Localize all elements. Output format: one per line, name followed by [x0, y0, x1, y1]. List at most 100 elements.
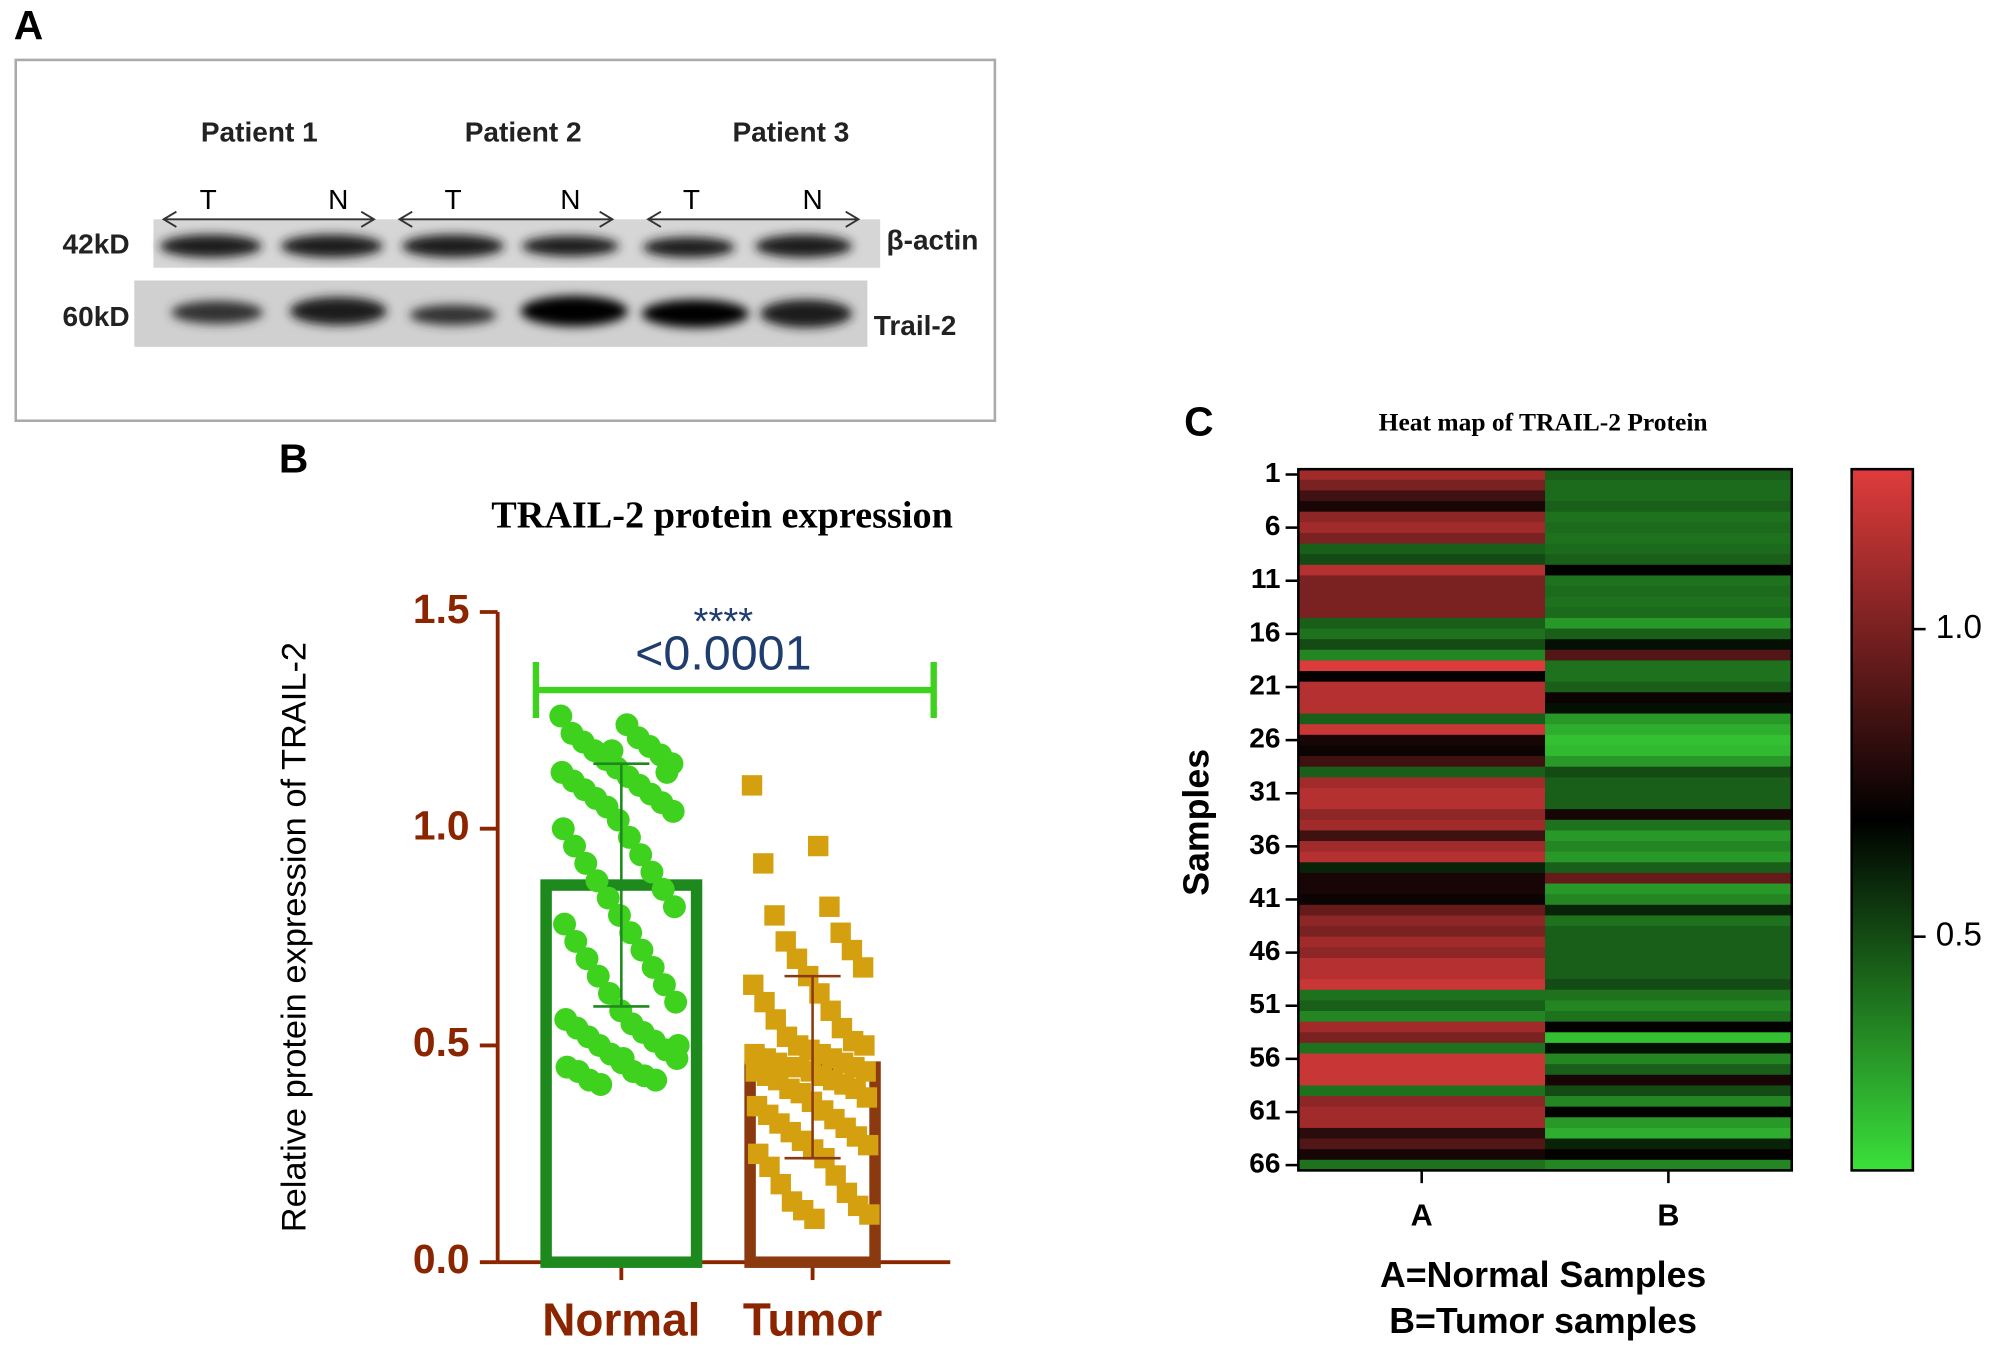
y-tick-label: 61	[1249, 1094, 1280, 1125]
heatmap-cell	[1298, 660, 1546, 672]
y-tick-label: 6	[1265, 510, 1281, 541]
y-tick-label: 41	[1249, 882, 1280, 913]
heatmap-cell	[1545, 989, 1793, 1002]
heatmap-cell	[1298, 724, 1546, 736]
panel-label: B	[279, 435, 308, 481]
data-point	[564, 929, 588, 953]
y-tick-label: 0.5	[413, 1019, 470, 1065]
data-point	[859, 1204, 880, 1225]
heatmap-cell	[1298, 894, 1546, 906]
lane-label: T	[683, 184, 700, 215]
y-tick-label: 16	[1249, 616, 1280, 647]
heatmap-cell	[1545, 1000, 1793, 1012]
bands	[159, 234, 853, 328]
significance-bracket	[532, 661, 937, 719]
heatmap-cell	[1298, 479, 1546, 492]
heatmap-cell	[1545, 596, 1793, 608]
data-point	[619, 921, 643, 945]
heatmap-cell	[1298, 851, 1546, 863]
band	[760, 299, 853, 328]
heatmap-cell	[1545, 543, 1793, 555]
heatmap-cell	[1545, 1117, 1793, 1129]
y-axis-label: Relative protein expression of TRAIL-2	[275, 642, 313, 1232]
heatmap-cell	[1545, 1096, 1793, 1108]
data-point	[644, 1068, 668, 1092]
heatmap-cell	[1298, 883, 1546, 895]
heatmap-cell	[1298, 532, 1546, 545]
heatmap-cell	[1298, 979, 1546, 991]
data-point	[551, 817, 575, 841]
data-point	[655, 760, 679, 784]
heatmap-frame	[1297, 467, 1794, 1172]
heatmap-cell	[1298, 872, 1546, 885]
data-point	[549, 704, 573, 728]
panel-label: A	[14, 2, 43, 48]
heatmap-cell	[1545, 586, 1793, 598]
patient-label: Patient 3	[732, 116, 849, 147]
data-point	[641, 955, 665, 979]
heatmap-cell	[1545, 1042, 1793, 1055]
data-point	[753, 853, 774, 874]
heatmap-cell	[1545, 809, 1793, 821]
x-tick-label: A	[1411, 1199, 1433, 1233]
heatmap-cell	[1298, 692, 1546, 704]
data-point	[808, 835, 829, 857]
heatmap-cell	[1298, 522, 1546, 534]
chart-title: TRAIL-2 protein expression	[491, 495, 953, 537]
band	[171, 300, 264, 324]
p-value: <0.0001	[635, 627, 811, 681]
heatmap-cell	[1298, 596, 1546, 608]
heatmap-cell	[1298, 904, 1546, 917]
heatmap-cell	[1298, 713, 1546, 725]
band	[755, 234, 853, 258]
data-point	[857, 1134, 879, 1156]
heatmap-cell	[1545, 724, 1793, 736]
lane-label: N	[328, 184, 348, 215]
marker-label: 42kD	[63, 228, 130, 259]
error-bar	[784, 974, 841, 1160]
heatmap-cell	[1545, 841, 1793, 853]
data-point	[611, 1046, 635, 1070]
band	[402, 234, 505, 258]
y-tick-label: 1.0	[413, 803, 470, 849]
heatmap-cell	[1545, 649, 1793, 662]
heatmap-cell	[1545, 501, 1793, 513]
heatmap-cell	[1545, 564, 1793, 577]
data-point	[764, 905, 785, 926]
heatmap-cell	[1298, 957, 1546, 970]
data-point	[841, 939, 863, 961]
data-point	[607, 903, 631, 927]
heatmap-cell	[1545, 979, 1793, 991]
y-tick-label: 51	[1249, 988, 1280, 1019]
band	[409, 304, 497, 326]
heatmap-cell	[1545, 639, 1793, 651]
heatmap-cell	[1545, 936, 1793, 948]
data-point	[854, 1035, 875, 1056]
heatmap-cell	[1545, 926, 1793, 938]
heatmap-cell	[1298, 745, 1546, 757]
heatmap-cell	[1545, 1064, 1793, 1076]
heatmap-cell	[1545, 671, 1793, 683]
data-point	[856, 1087, 878, 1108]
heatmap-cell	[1298, 1085, 1546, 1097]
heatmap-cell	[1298, 1074, 1546, 1087]
data-point	[855, 1061, 876, 1082]
data-point	[664, 990, 688, 1014]
heatmap-cell	[1545, 681, 1793, 693]
heatmap-cell	[1298, 1117, 1546, 1129]
protein-label: Trail-2	[874, 310, 957, 341]
arrow	[646, 210, 861, 228]
data-point	[786, 948, 808, 969]
band	[289, 297, 387, 326]
heatmap-cell	[1545, 713, 1793, 725]
heatmap-cell	[1545, 575, 1793, 587]
heatmap-cell	[1298, 926, 1546, 938]
y-tick-label: 26	[1249, 723, 1280, 754]
heatmap-cell	[1545, 532, 1793, 545]
arrow	[161, 210, 376, 228]
data-point	[586, 964, 610, 988]
heatmap-cell	[1298, 841, 1546, 853]
heatmap-cell	[1298, 809, 1546, 821]
heatmap-cell	[1545, 915, 1793, 927]
heatmap-cell	[1298, 649, 1546, 662]
